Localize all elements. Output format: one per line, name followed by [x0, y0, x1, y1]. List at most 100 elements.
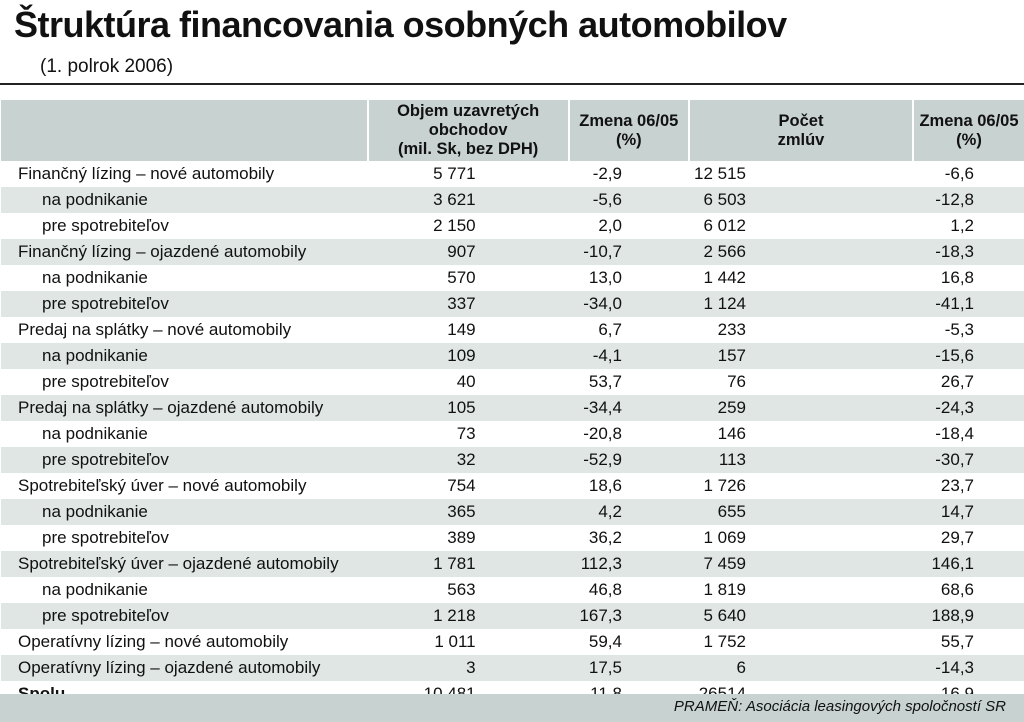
volume-cell: 3 — [466, 658, 476, 677]
volume-change-cell: 18,6 — [588, 476, 622, 495]
row-label: pre spotrebiteľov — [42, 528, 169, 547]
volume-cell: 73 — [456, 424, 476, 443]
contracts-cell: 5 640 — [703, 606, 746, 625]
contracts-change-cell: -18,4 — [935, 424, 974, 443]
volume-cell: 754 — [447, 476, 476, 495]
table-body: Finančný lízing – nové automobily 5 771 -2… — [1, 161, 1024, 707]
header-contracts-change: Zmena 06/05 (%) — [911, 100, 1024, 161]
contracts-change-cell: 23,7 — [940, 476, 974, 495]
contracts-cell: 1 124 — [703, 294, 746, 313]
contracts-change-cell: 55,7 — [940, 632, 974, 651]
volume-cell: 1 011 — [434, 632, 476, 651]
volume-change-cell: 2,0 — [598, 216, 622, 235]
row-label: na podnikanie — [42, 580, 148, 599]
table-row: na podnikanie 3 621 -5,6 6 503 -12,8 — [1, 187, 1024, 213]
volume-cell: 365 — [447, 502, 476, 521]
volume-change-cell: 167,3 — [579, 606, 622, 625]
row-label: Finančný lízing – ojazdené automobily — [18, 242, 307, 261]
volume-change-cell: 53,7 — [588, 372, 622, 391]
page-subtitle: (1. polrok 2006) — [40, 56, 174, 77]
table-row: pre spotrebiteľov 337 -34,0 1 124 -41,1 — [1, 291, 1024, 317]
header-label-cell — [1, 100, 368, 161]
row-label: Operatívny lízing – nové automobily — [18, 632, 289, 651]
row-label: na podnikanie — [42, 346, 148, 365]
table-row: Predaj na splátky – nové automobily 149 6,… — [1, 317, 1024, 343]
contracts-cell: 1 442 — [703, 268, 746, 287]
volume-change-cell: -2,9 — [592, 164, 622, 183]
contracts-change-cell: 1,2 — [950, 216, 974, 235]
volume-change-cell: 59,4 — [588, 632, 622, 651]
contracts-change-cell: 29,7 — [940, 528, 974, 547]
volume-change-cell: -5,6 — [592, 190, 622, 209]
row-label: Spotrebiteľský úver – ojazdené automobil… — [18, 554, 339, 573]
volume-change-cell: 6,7 — [598, 320, 622, 339]
table-header: Objem uzavretých obchodov (mil. Sk, bez … — [1, 100, 1024, 161]
contracts-cell: 1 819 — [703, 580, 746, 599]
row-label: Operatívny lízing – ojazdené automobily — [18, 658, 321, 677]
table-row: na podnikanie 365 4,2 655 14,7 — [1, 499, 1024, 525]
contracts-change-cell: 68,6 — [940, 580, 974, 599]
volume-cell: 40 — [456, 372, 476, 391]
contracts-cell: 76 — [727, 372, 746, 391]
header-contracts-line2: zmlúv — [777, 130, 825, 149]
row-label: pre spotrebiteľov — [42, 450, 169, 469]
volume-change-cell: -4,1 — [592, 346, 622, 365]
contracts-change-cell: -15,6 — [935, 346, 974, 365]
volume-change-cell: -20,8 — [583, 424, 622, 443]
contracts-cell: 1 726 — [703, 476, 746, 495]
contracts-cell: 6 012 — [703, 216, 746, 235]
table-row: Spotrebiteľský úver – nové automobily 754… — [1, 473, 1024, 499]
contracts-change-cell: -5,3 — [944, 320, 974, 339]
source-note: PRAMEŇ: Asociácia leasingových spoločnos… — [673, 698, 1006, 715]
header-volume-change-line1: Zmena 06/05 — [579, 111, 679, 130]
volume-change-cell: 46,8 — [588, 580, 622, 599]
table-row: na podnikanie 73 -20,8 146 -18,4 — [1, 421, 1024, 447]
contracts-change-cell: -6,6 — [944, 164, 974, 183]
financing-table: Objem uzavretých obchodov (mil. Sk, bez … — [0, 100, 1024, 707]
volume-cell: 907 — [447, 242, 476, 261]
contracts-change-cell: -41,1 — [935, 294, 974, 313]
table-row: Predaj na splátky – ojazdené automobily 1… — [1, 395, 1024, 421]
contracts-cell: 1 752 — [703, 632, 746, 651]
source-bar: PRAMEŇ: Asociácia leasingových spoločnos… — [0, 694, 1024, 722]
table-row: Operatívny lízing – ojazdené automobily 3… — [1, 655, 1024, 681]
volume-change-cell: 13,0 — [588, 268, 622, 287]
row-label: Predaj na splátky – nové automobily — [18, 320, 292, 339]
contracts-cell: 12 515 — [693, 164, 746, 183]
volume-cell: 563 — [447, 580, 476, 599]
volume-change-cell: -10,7 — [583, 242, 622, 261]
row-label: na podnikanie — [42, 502, 148, 521]
header-contracts-line1: Počet — [778, 111, 824, 130]
table-row: Finančný lízing – ojazdené automobily 907… — [1, 239, 1024, 265]
table-row: pre spotrebiteľov 40 53,7 76 26,7 — [1, 369, 1024, 395]
contracts-cell: 233 — [717, 320, 746, 339]
row-label: Finančný lízing – nové automobily — [18, 164, 275, 183]
page-title: Štruktúra financovania osobných automobi… — [14, 4, 787, 45]
row-label: Predaj na splátky – ojazdené automobily — [18, 398, 324, 417]
volume-cell: 149 — [447, 320, 476, 339]
contracts-change-cell: 188,9 — [931, 606, 974, 625]
contracts-cell: 6 503 — [703, 190, 746, 209]
table-row: pre spotrebiteľov 2 150 2,0 6 012 1,2 — [1, 213, 1024, 239]
header-volume-line1: Objem uzavretých obchodov — [397, 102, 540, 139]
volume-cell: 5 771 — [433, 164, 476, 183]
volume-cell: 1 218 — [433, 606, 476, 625]
row-label: na podnikanie — [42, 190, 148, 209]
row-label: pre spotrebiteľov — [42, 372, 169, 391]
volume-cell: 389 — [447, 528, 476, 547]
contracts-cell: 2 566 — [703, 242, 746, 261]
table-row: na podnikanie 563 46,8 1 819 68,6 — [1, 577, 1024, 603]
contracts-change-cell: -12,8 — [935, 190, 974, 209]
header-volume: Objem uzavretých obchodov (mil. Sk, bez … — [366, 100, 569, 161]
volume-cell: 2 150 — [433, 216, 476, 235]
contracts-change-cell: -30,7 — [935, 450, 974, 469]
contracts-change-cell: -24,3 — [935, 398, 974, 417]
volume-change-cell: -34,4 — [583, 398, 622, 417]
header-volume-change: Zmena 06/05 (%) — [567, 100, 689, 161]
table-row: pre spotrebiteľov 1 218 167,3 5 640 188,9 — [1, 603, 1024, 629]
row-label: Spotrebiteľský úver – nové automobily — [18, 476, 307, 495]
header-contracts-change-line1: Zmena 06/05 — [919, 111, 1019, 130]
contracts-cell: 655 — [717, 502, 746, 521]
volume-cell: 337 — [447, 294, 476, 313]
volume-cell: 109 — [447, 346, 476, 365]
